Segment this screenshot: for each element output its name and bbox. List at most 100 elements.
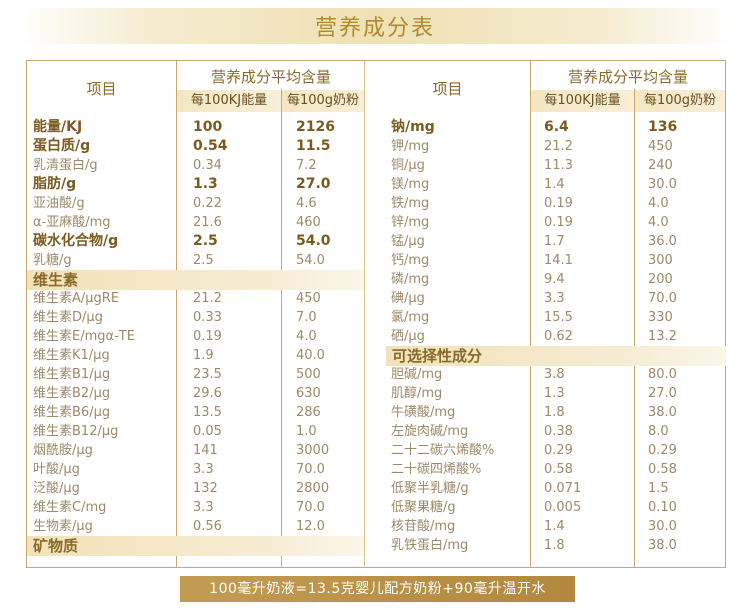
value-per-100g: 1.5 (648, 481, 669, 496)
nutrient-name: 碳水化合物/g (33, 233, 119, 249)
nutrient-name: 钙/mg (391, 253, 430, 268)
value-per-100g: 460 (296, 215, 321, 230)
nutrient-name: 肌醇/mg (391, 386, 443, 401)
value-per-100g: 0.29 (648, 443, 677, 458)
value-per-100g: 4.0 (648, 215, 669, 230)
value-per-100kj: 6.4 (544, 119, 569, 135)
divider (634, 89, 635, 568)
nutrient-name: 蛋白质/g (33, 138, 91, 154)
divider (176, 61, 177, 568)
nutrient-name: 锌/mg (391, 215, 430, 230)
divider (364, 61, 365, 568)
nutrient-name: 镁/mg (391, 177, 430, 192)
nutrition-table (26, 60, 726, 568)
value-per-100kj: 1.8 (544, 538, 565, 553)
value-per-100g: 450 (648, 139, 673, 154)
value-per-100g: 80.0 (648, 367, 677, 382)
value-per-100kj: 132 (193, 481, 218, 496)
nutrient-name: 硒/μg (391, 329, 425, 344)
nutrient-name: 乳铁蛋白/mg (391, 538, 469, 553)
value-per-100kj: 1.8 (544, 405, 565, 420)
value-per-100kj: 0.071 (544, 481, 582, 496)
value-per-100kj: 14.1 (544, 253, 573, 268)
nutrient-name: 锰/μg (391, 234, 425, 249)
value-per-100kj: 3.3 (193, 462, 214, 477)
value-per-100kj: 0.19 (193, 329, 222, 344)
value-per-100kj: 1.4 (544, 177, 565, 192)
value-per-100g: 300 (648, 253, 673, 268)
value-per-100g: 70.0 (296, 500, 325, 515)
nutrient-name: 牛磺酸/mg (391, 405, 456, 420)
value-per-100kj: 141 (193, 443, 218, 458)
value-per-100g: 70.0 (648, 291, 677, 306)
value-per-100g: 7.0 (296, 310, 317, 325)
value-per-100g: 70.0 (296, 462, 325, 477)
nutrient-name: 脂肪/g (33, 176, 77, 192)
nutrient-name: 碘/μg (391, 291, 425, 306)
value-per-100kj: 29.6 (193, 386, 222, 401)
value-per-100g: 13.2 (648, 329, 677, 344)
value-per-100g: 4.6 (296, 196, 317, 211)
nutrient-name: 二十二碳六烯酸% (391, 443, 495, 458)
right-col1-header: 每100KJ能量 (531, 90, 634, 112)
value-per-100g: 38.0 (648, 538, 677, 553)
nutrient-name: 能量/KJ (33, 119, 83, 135)
value-per-100kj: 11.3 (544, 158, 573, 173)
left-col2-header: 每100g奶粉 (282, 90, 364, 112)
value-per-100kj: 1.7 (544, 234, 565, 249)
nutrient-name: 维生素C/mg (33, 500, 107, 515)
value-per-100g: 3000 (296, 443, 330, 458)
nutrient-name: 核苷酸/mg (391, 519, 456, 534)
nutrient-name: 生物素/μg (33, 519, 93, 534)
value-per-100g: 450 (296, 291, 321, 306)
right-group-header: 营养成分平均含量 (567, 68, 688, 86)
value-per-100g: 4.0 (648, 196, 669, 211)
value-per-100kj: 2.5 (193, 253, 214, 268)
title-bar: 营养成分表 (18, 8, 732, 44)
value-per-100g: 500 (296, 367, 321, 382)
value-per-100g: 4.0 (296, 329, 317, 344)
value-per-100kj: 0.05 (193, 424, 222, 439)
value-per-100kj: 13.5 (193, 405, 222, 420)
value-per-100g: 12.0 (296, 519, 325, 534)
nutrient-name: 乳糖/g (33, 253, 72, 268)
value-per-100kj: 3.3 (193, 500, 214, 515)
value-per-100kj: 100 (193, 119, 223, 135)
nutrient-name: 铁/mg (391, 196, 430, 211)
value-per-100kj: 1.3 (544, 386, 565, 401)
footer-note: 100毫升奶液=13.5克婴儿配方奶粉+90毫升温开水 (180, 576, 575, 602)
value-per-100kj: 0.62 (544, 329, 573, 344)
left-group-header: 营养成分平均含量 (210, 68, 331, 86)
value-per-100kj: 21.6 (193, 215, 222, 230)
value-per-100g: 7.2 (296, 158, 317, 173)
value-per-100kj: 0.38 (544, 424, 573, 439)
value-per-100g: 0.10 (648, 500, 677, 515)
value-per-100kj: 9.4 (544, 272, 565, 287)
value-per-100kj: 0.56 (193, 519, 222, 534)
value-per-100g: 54.0 (296, 233, 331, 249)
value-per-100g: 30.0 (648, 519, 677, 534)
nutrient-name: 氯/mg (391, 310, 430, 325)
value-per-100kj: 0.34 (193, 158, 222, 173)
nutrient-name: 烟酰胺/μg (33, 443, 93, 458)
divider (281, 89, 282, 568)
value-per-100kj: 2.5 (193, 233, 218, 249)
value-per-100g: 630 (296, 386, 321, 401)
nutrient-name: 钠/mg (391, 119, 435, 135)
value-per-100g: 27.0 (648, 386, 677, 401)
divider (530, 61, 531, 568)
nutrient-name: 维生素B6/μg (33, 405, 111, 420)
nutrient-name: 胆碱/mg (391, 367, 443, 382)
value-per-100g: 40.0 (296, 348, 325, 363)
value-per-100g: 8.0 (648, 424, 669, 439)
value-per-100kj: 0.19 (544, 215, 573, 230)
value-per-100kj: 0.33 (193, 310, 222, 325)
value-per-100kj: 1.9 (193, 348, 214, 363)
right-col2-header: 每100g奶粉 (635, 90, 725, 112)
section-header: 矿物质 (27, 536, 364, 556)
nutrient-name: 低聚半乳糖/g (391, 481, 469, 496)
value-per-100g: 38.0 (648, 405, 677, 420)
nutrient-name: 亚油酸/g (33, 196, 85, 211)
right-item-header: 项目 (432, 80, 463, 98)
section-header: 可选择性成分 (386, 346, 726, 366)
